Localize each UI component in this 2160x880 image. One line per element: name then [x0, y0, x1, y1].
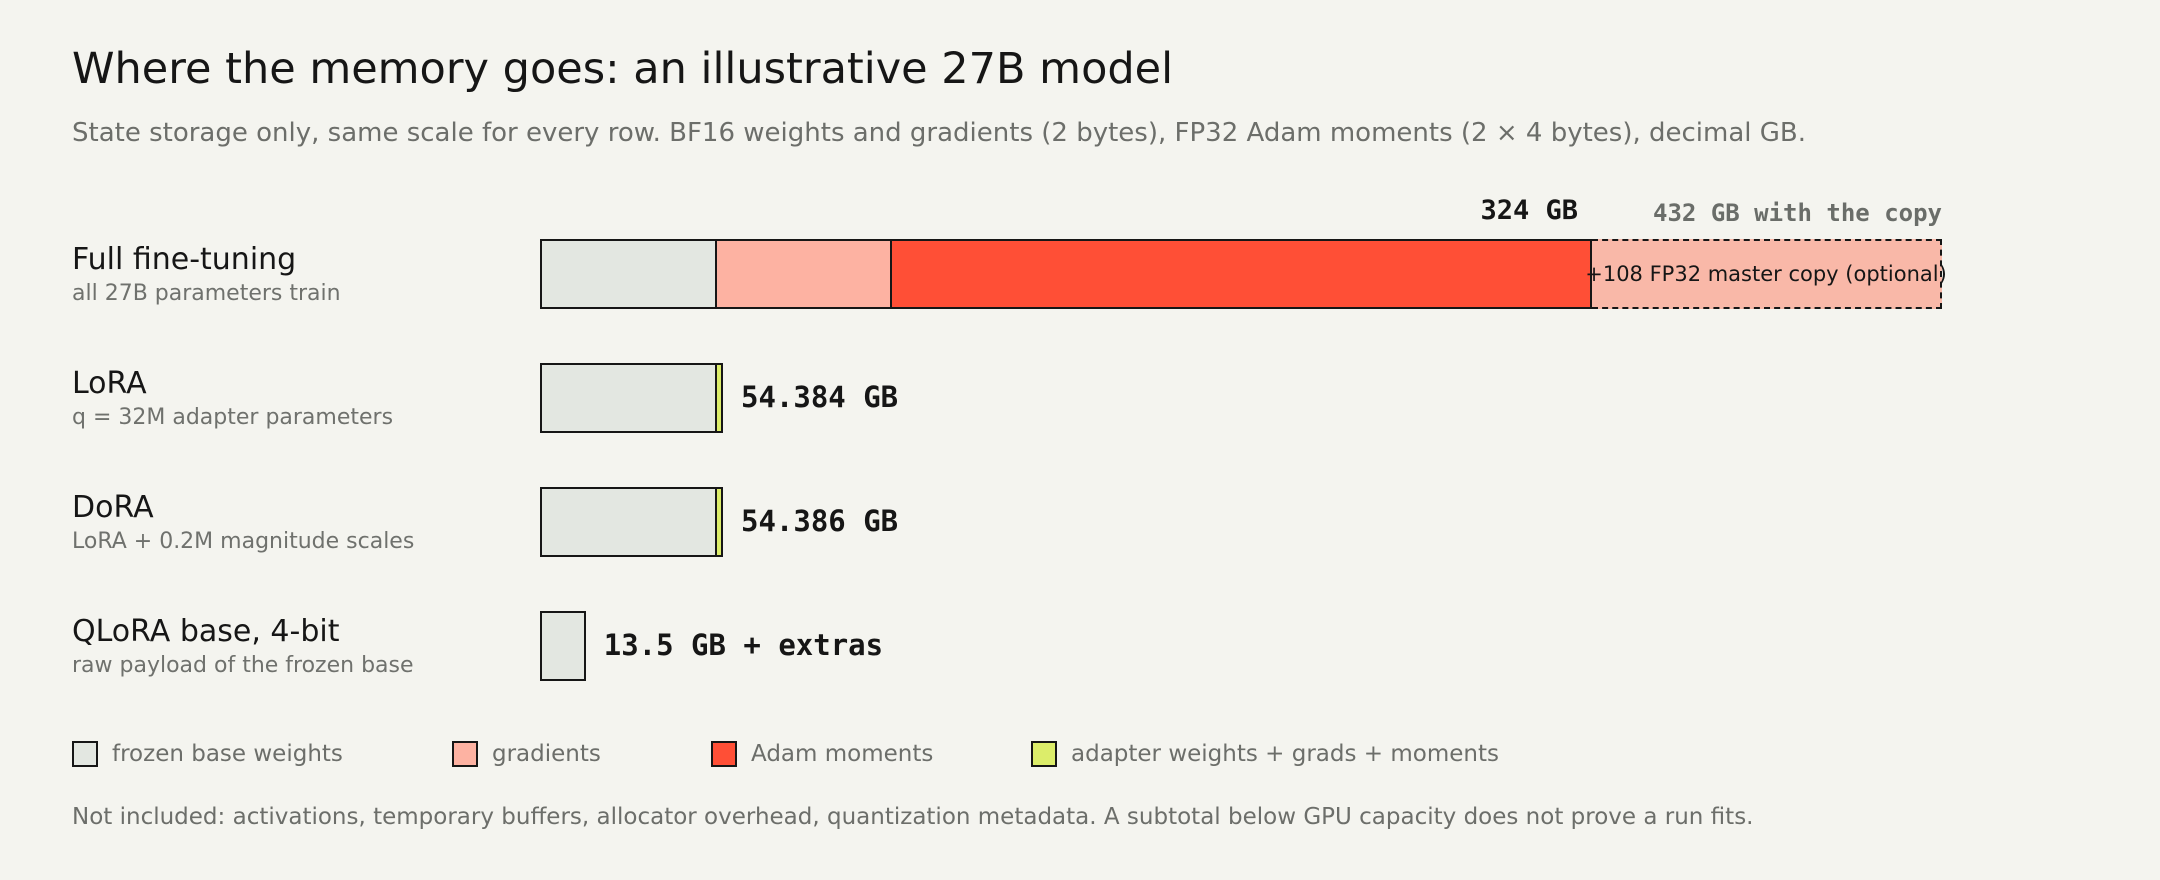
legend-item-gradients: gradients	[452, 741, 601, 767]
bar-segment-frozen-base-weights	[540, 487, 717, 557]
row-name: Full fine-tuning	[72, 242, 297, 277]
legend-label: frozen base weights	[112, 741, 343, 767]
legend-item-frozen-base-weights: frozen base weights	[72, 741, 343, 767]
row-description: raw payload of the frozen base	[72, 653, 414, 678]
legend-swatch	[72, 741, 98, 767]
legend-label: Adam moments	[751, 741, 934, 767]
value-label: 54.386 GB	[741, 504, 899, 538]
legend-label: adapter weights + grads + moments	[1071, 741, 1499, 767]
legend-label: gradients	[492, 741, 601, 767]
bar-segment-adapter-weights-grads-moments	[715, 363, 723, 433]
total-with-copy-label: 432 GB with the copy	[1653, 199, 1942, 227]
row-description: LoRA + 0.2M magnitude scales	[72, 529, 415, 554]
row-label-lora: LoRA q = 32M adapter parameters	[72, 365, 393, 433]
bar-segment-frozen-base-weights	[540, 239, 717, 309]
value-label: 54.384 GB	[741, 380, 899, 414]
chart-subtitle: State storage only, same scale for every…	[72, 118, 1807, 148]
row-description: q = 32M adapter parameters	[72, 405, 394, 430]
bar-segment-adapter-weights-grads-moments	[715, 487, 723, 557]
legend-item-adam-moments: Adam moments	[711, 741, 933, 767]
legend-swatch	[711, 741, 737, 767]
bar-segment-frozen-base-weights	[540, 611, 586, 681]
chart-title: Where the memory goes: an illustrative 2…	[72, 44, 1174, 94]
footnote: Not included: activations, temporary buf…	[72, 804, 1754, 830]
bar-segment-gradients	[715, 239, 892, 309]
row-description: all 27B parameters train	[72, 281, 341, 306]
legend-swatch	[452, 741, 478, 767]
bar-segment-adam-moments	[890, 239, 1592, 309]
legend-swatch	[1031, 741, 1057, 767]
row-label-qlora-base-4-bit: QLoRA base, 4-bit raw payload of the froz…	[72, 613, 414, 681]
row-label-dora: DoRA LoRA + 0.2M magnitude scales	[72, 489, 414, 557]
row-label-full-fine-tuning: Full fine-tuning all 27B parameters train	[72, 241, 341, 309]
row-name: DoRA	[72, 490, 154, 525]
bar-segment-frozen-base-weights	[540, 363, 717, 433]
total-value-label: 324 GB	[1480, 195, 1578, 226]
row-name: LoRA	[72, 366, 147, 401]
legend-item-adapter-weights-grads-moments: adapter weights + grads + moments	[1031, 741, 1499, 767]
row-name: QLoRA base, 4-bit	[72, 614, 340, 649]
bar-segment-master-copy: +108 FP32 master copy (optional)	[1585, 239, 1947, 309]
value-label: 13.5 GB + extras	[603, 628, 884, 662]
